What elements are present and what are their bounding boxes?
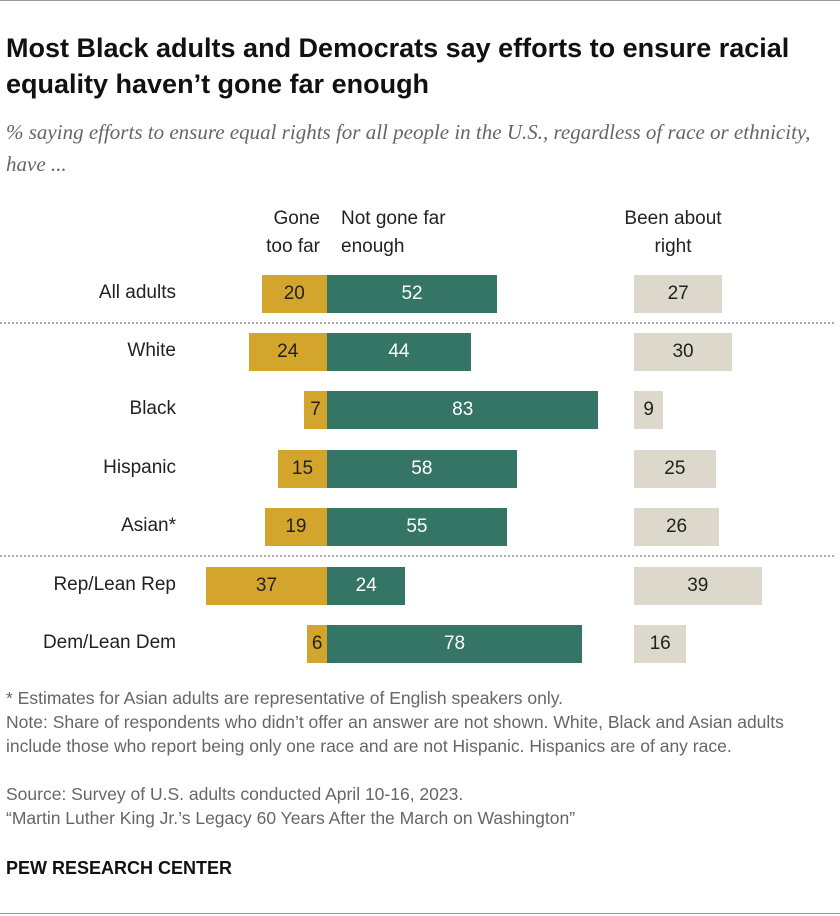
bar [307, 625, 327, 663]
value-label: 24 [277, 341, 299, 362]
bar [277, 450, 327, 488]
bar [248, 333, 327, 371]
value-label: 58 [411, 458, 433, 479]
brand: PEW RESEARCH CENTER [6, 858, 233, 878]
row-label: Black [129, 398, 176, 419]
note: * Estimates for Asian adults are represe… [6, 688, 564, 708]
note: “Martin Luther King Jr.’s Legacy 60 Year… [6, 808, 576, 828]
value-label: 30 [672, 341, 694, 362]
value-label: 19 [285, 516, 307, 537]
bar [327, 625, 583, 663]
value-label: 83 [452, 399, 474, 420]
column-header: Been about right [624, 208, 722, 257]
chart-subtitle: % saying efforts to ensure equal rights … [6, 120, 811, 176]
top-rule [0, 0, 840, 1]
value-label: 39 [687, 575, 709, 596]
value-label: 27 [667, 283, 689, 304]
bar [327, 450, 517, 488]
value-label: 7 [310, 399, 321, 420]
bar [634, 275, 723, 313]
row-label: Dem/Lean Dem [42, 632, 176, 653]
value-label: 37 [255, 575, 278, 596]
value-label: 6 [311, 633, 323, 654]
bar [264, 508, 327, 546]
value-label: 52 [401, 283, 423, 304]
column-header: Not gone far enough [341, 208, 446, 257]
value-label: 44 [388, 341, 410, 362]
value-label: 24 [355, 575, 377, 596]
value-label: 9 [643, 399, 654, 420]
value-label: 16 [649, 633, 671, 654]
bar [634, 333, 733, 371]
bar [327, 567, 406, 605]
bar [327, 333, 471, 371]
separator [0, 555, 834, 557]
row-label: Hispanic [103, 457, 176, 478]
value-label: 20 [283, 283, 305, 304]
bar [634, 391, 664, 429]
bar [327, 275, 498, 313]
row-label: All adults [98, 282, 176, 303]
bar [634, 450, 716, 488]
bar [634, 508, 720, 546]
note: Note: Share of respondents who didn’t of… [6, 712, 784, 756]
bar [304, 391, 327, 429]
row-label: Rep/Lean Rep [53, 574, 176, 595]
value-label: 78 [443, 633, 466, 654]
chart-title: Most Black adults and Democrats say effo… [6, 33, 790, 99]
value-label: 25 [664, 458, 686, 479]
row-label: Asian* [121, 515, 176, 536]
row-label: White [127, 340, 176, 361]
value-label: 15 [291, 458, 314, 479]
bar [261, 275, 327, 313]
note: Source: Survey of U.S. adults conducted … [6, 784, 464, 804]
bar [327, 508, 507, 546]
value-label: 26 [665, 516, 688, 537]
bottom-rule [0, 913, 840, 914]
bar [327, 391, 599, 429]
separator [0, 322, 834, 324]
column-header: Gone too far [266, 208, 320, 257]
value-label: 55 [406, 516, 428, 537]
bar [634, 625, 687, 663]
bar [206, 567, 327, 605]
bar [634, 567, 762, 605]
